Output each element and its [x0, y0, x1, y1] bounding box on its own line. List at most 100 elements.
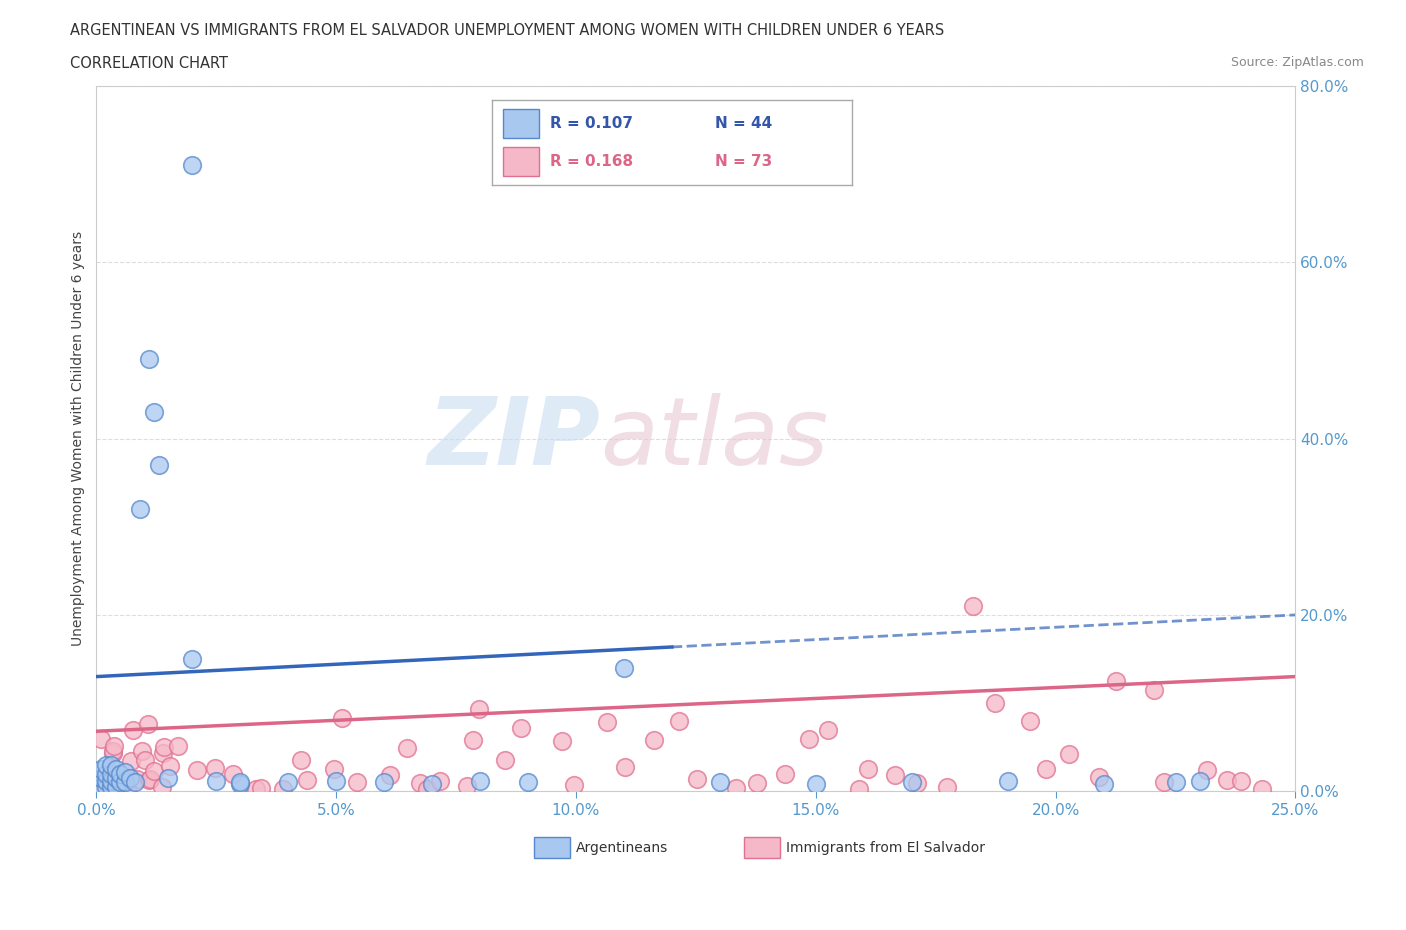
Point — [1216, 773, 1239, 788]
Point — [1088, 770, 1111, 785]
Point — [1142, 683, 1164, 698]
Point — [416, 781, 439, 796]
Text: Source: ZipAtlas.com: Source: ZipAtlas.com — [1230, 56, 1364, 69]
Point — [775, 766, 797, 781]
Point — [494, 752, 516, 767]
Point — [138, 772, 160, 787]
Point — [346, 775, 368, 790]
Point — [250, 780, 273, 795]
Point — [229, 775, 252, 790]
Point — [380, 767, 402, 782]
Point — [420, 777, 443, 791]
Point — [152, 745, 174, 760]
Point — [97, 781, 120, 796]
Point — [100, 766, 122, 781]
Point — [273, 781, 295, 796]
Point — [94, 779, 117, 794]
Point — [290, 752, 312, 767]
Point — [509, 721, 531, 736]
Point — [134, 752, 156, 767]
Point — [596, 715, 619, 730]
Point — [90, 779, 112, 794]
Point — [120, 753, 142, 768]
Point — [222, 766, 245, 781]
Point — [685, 772, 707, 787]
Point — [1153, 775, 1175, 790]
Point — [962, 599, 984, 614]
Point — [104, 771, 127, 786]
Point — [110, 766, 132, 781]
Point — [468, 702, 491, 717]
Point — [114, 775, 136, 790]
Point — [94, 757, 117, 772]
Point — [118, 771, 141, 786]
Point — [517, 775, 540, 790]
Point — [114, 764, 136, 779]
Point — [103, 780, 125, 795]
Point — [848, 781, 870, 796]
Point — [883, 767, 905, 782]
Point — [429, 773, 451, 788]
Point — [138, 352, 160, 366]
Point — [1251, 781, 1274, 796]
Point — [136, 716, 159, 731]
Point — [103, 746, 125, 761]
Point — [709, 775, 731, 790]
Point — [468, 773, 491, 788]
Point — [613, 660, 636, 675]
Point — [613, 760, 636, 775]
Point — [325, 773, 347, 788]
Point — [94, 773, 117, 788]
FancyBboxPatch shape — [744, 837, 780, 858]
Point — [461, 733, 484, 748]
Point — [1195, 763, 1218, 777]
Point — [1188, 773, 1211, 788]
Point — [103, 738, 125, 753]
Point — [564, 777, 586, 792]
Point — [110, 775, 132, 790]
Point — [142, 764, 165, 779]
Point — [142, 405, 165, 419]
Point — [747, 776, 769, 790]
Text: Argentineans: Argentineans — [576, 841, 668, 855]
Point — [373, 775, 395, 790]
Point — [204, 761, 226, 776]
Point — [1105, 673, 1128, 688]
Point — [323, 762, 346, 777]
Point — [104, 762, 127, 777]
Point — [905, 776, 928, 790]
Point — [984, 696, 1007, 711]
Point — [131, 743, 153, 758]
Point — [643, 733, 665, 748]
Point — [166, 738, 188, 753]
Point — [997, 773, 1019, 788]
Point — [150, 779, 173, 794]
Point — [245, 781, 267, 796]
Point — [90, 732, 112, 747]
Point — [395, 740, 418, 755]
Point — [101, 743, 124, 758]
Point — [1019, 713, 1042, 728]
Point — [101, 770, 124, 785]
Point — [104, 779, 127, 794]
Text: ARGENTINEAN VS IMMIGRANTS FROM EL SALVADOR UNEMPLOYMENT AMONG WOMEN WITH CHILDRE: ARGENTINEAN VS IMMIGRANTS FROM EL SALVAD… — [70, 23, 945, 38]
Point — [90, 771, 112, 786]
Text: CORRELATION CHART: CORRELATION CHART — [70, 56, 228, 71]
Point — [128, 501, 150, 516]
Point — [935, 779, 957, 794]
Point — [332, 711, 354, 725]
Point — [139, 772, 162, 787]
Point — [100, 779, 122, 794]
Text: ZIP: ZIP — [427, 392, 600, 485]
Point — [277, 775, 299, 790]
Point — [100, 773, 122, 788]
Point — [1164, 775, 1187, 790]
Point — [551, 734, 574, 749]
Point — [229, 777, 252, 791]
Point — [122, 723, 145, 737]
Point — [817, 723, 839, 737]
Point — [1092, 777, 1115, 791]
Text: atlas: atlas — [600, 393, 828, 485]
Text: Immigrants from El Salvador: Immigrants from El Salvador — [786, 841, 984, 855]
Point — [125, 771, 148, 786]
